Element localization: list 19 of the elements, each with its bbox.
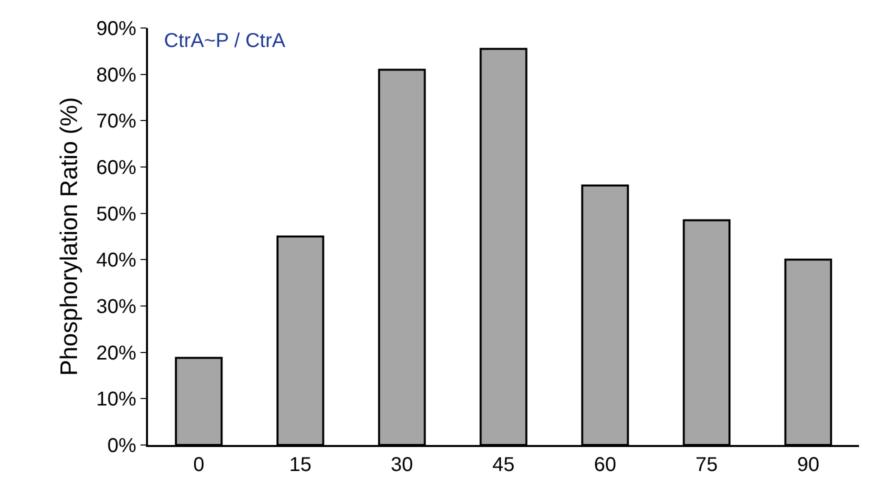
y-tick-label: 50%: [96, 203, 136, 226]
y-tick-label: 20%: [96, 342, 136, 364]
y-tick-label: 80%: [96, 64, 136, 86]
y-tick-label: 70%: [96, 110, 136, 133]
x-tick-label: 75: [696, 454, 718, 476]
y-tick-label: 0%: [107, 435, 136, 457]
x-tick-label: 90: [797, 454, 820, 476]
x-tick-label: 60: [594, 454, 616, 476]
y-tick-label: 10%: [96, 388, 136, 411]
y-tick-label: 40%: [96, 250, 136, 272]
y-tick-label: 30%: [96, 296, 136, 318]
x-tick-label: 45: [492, 454, 515, 476]
y-tick-label: 90%: [96, 18, 136, 40]
annotation: CtrA~P / CtrA: [164, 30, 286, 52]
y-axis-title: Phosphorylation Ratio (%): [56, 97, 83, 376]
x-tick-label: 15: [289, 454, 312, 476]
x-tick-label: 0: [193, 454, 204, 476]
y-tick-label: 60%: [96, 157, 136, 179]
x-tick-label: 30: [390, 454, 414, 476]
